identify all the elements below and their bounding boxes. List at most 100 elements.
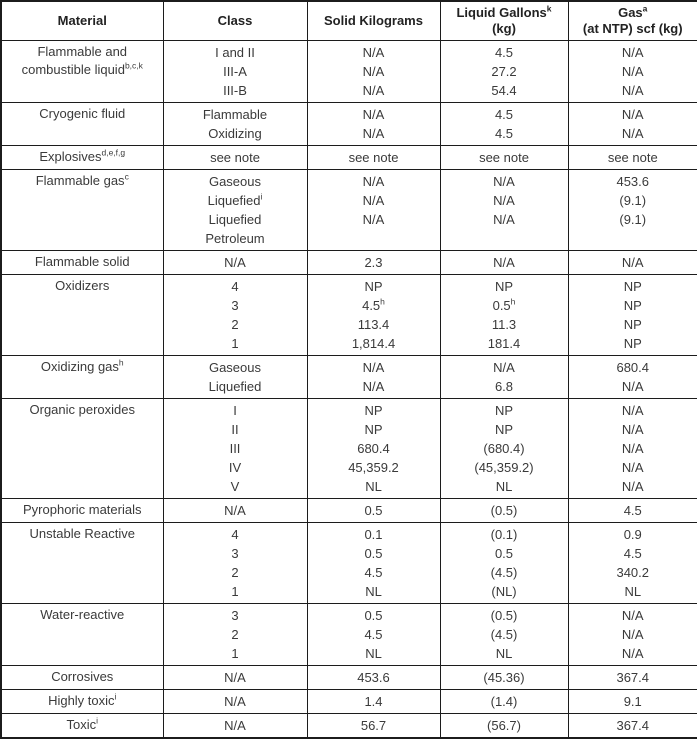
liquid-gal-cell-flammable-solid: N/A [439, 250, 569, 275]
cell-value: 113.4 [357, 317, 390, 332]
cell-value: 680.4 [357, 441, 390, 456]
cell-value: N/A [224, 255, 246, 270]
cell-value: N/A [621, 479, 644, 494]
cell-value: 340.2 [616, 565, 650, 580]
header-cell-solid-kilograms: Solid Kilograms [306, 0, 441, 41]
cell-value: 27.2 [491, 64, 517, 79]
cell-value: 0.5h [492, 296, 516, 313]
cell-value: N/A [493, 174, 515, 189]
cell-value: see note [348, 150, 399, 165]
class-cell-explosives: see note [162, 145, 308, 170]
liquid-gal-cell-oxidizers: NP 0.5h 11.3 181.4 [439, 274, 569, 356]
cell-value: (NL) [491, 584, 517, 599]
liquid-gal-cell-unstable-reactive: (0.1) 0.5 (4.5) (NL) [439, 522, 569, 604]
cell-value: N/A [621, 107, 644, 122]
cell-value: 4 [231, 279, 239, 294]
cell-value: N/A [621, 379, 644, 394]
gas-scf-cell-unstable-reactive: 0.9 4.5 340.2 NL [567, 522, 697, 604]
cell-value: 0.1 [364, 527, 383, 542]
class-cell-cryogenic-fluid: Flammable Oxidizing [162, 102, 308, 146]
cell-value: Oxidizing [208, 126, 262, 141]
liquid-gal-cell-water-reactive: (0.5) (4.5) NL [439, 603, 569, 666]
solid-kg-cell-oxidizing-gas: N/A N/A [306, 355, 441, 399]
liquid-gal-cell-highly-toxic: (1.4) [439, 689, 569, 714]
cell-value: (56.7) [487, 718, 521, 733]
cell-value: NP [623, 279, 642, 294]
material-cell-flammable-and-combustible-liquid: Flammable and combustible liquidb,c,k [0, 40, 164, 103]
cell-value: 4.5 [494, 126, 514, 141]
cell-value: 2 [231, 627, 239, 642]
cell-value: see note [210, 150, 260, 165]
cell-value: NP [364, 422, 383, 437]
cell-value: 54.4 [491, 83, 517, 98]
material-cell-cryogenic-fluid: Cryogenic fluid [0, 102, 164, 146]
cell-value: N/A [362, 193, 385, 208]
cell-value: N/A [621, 64, 644, 79]
table-row-flammable-solid: Flammable solid N/A 2.3 N/A N/A [0, 250, 697, 275]
table-row-toxic: Toxici N/A 56.7 (56.7) 367.4 [0, 713, 697, 739]
header-cell-material: Material [0, 0, 164, 41]
cell-value: 680.4 [616, 360, 650, 375]
cell-value: 4.5 [623, 546, 642, 561]
cell-value: Liquefied Petroleum [205, 212, 265, 246]
table-body: Flammable and combustible liquidb,c,k I a… [0, 40, 697, 739]
class-cell-flammable-gas: Gaseous Liquefiedi Liquefied Petroleum [162, 169, 308, 251]
material-cell-corrosives: Corrosives [0, 665, 164, 690]
gas-scf-cell-flammable-and-combustible-liquid: N/A N/A N/A [567, 40, 697, 103]
cell-value: 2.3 [364, 255, 383, 270]
cell-value: 453.6 [616, 174, 650, 189]
cell-value: Liquefied [208, 379, 262, 394]
material-cell-explosives: Explosivesd,e,f,g [0, 145, 164, 170]
cell-value: N/A [224, 718, 246, 733]
gas-scf-cell-pyrophoric-materials: 4.5 [567, 498, 697, 523]
solid-kg-cell-organic-peroxides: NP NP 680.4 45,359.2 NL [306, 398, 441, 499]
cell-value: 367.4 [616, 670, 650, 685]
gas-scf-cell-corrosives: 367.4 [567, 665, 697, 690]
table-header-row: Material Class Solid Kilograms Liquid Gallo… [0, 0, 697, 41]
solid-kg-cell-highly-toxic: 1.4 [306, 689, 441, 714]
gas-scf-cell-oxidizing-gas: 680.4 N/A [567, 355, 697, 399]
cell-value: Flammable [202, 107, 268, 122]
table-row-pyrophoric-materials: Pyrophoric materials N/A 0.5 (0.5) 4.5 [0, 498, 697, 523]
table-row-flammable-and-combustible-liquid: Flammable and combustible liquidb,c,k I a… [0, 40, 697, 103]
gas-scf-cell-explosives: see note [567, 145, 697, 170]
cell-value: N/A [224, 503, 246, 518]
cell-value: NP [494, 403, 514, 418]
cell-value: N/A [621, 646, 644, 661]
cell-value: Liquefiedi [207, 191, 263, 208]
table-row-oxidizers: Oxidizers 4 3 2 1 NP 4.5h 113.4 1,814.4 NP 0.5h 11.… [0, 274, 697, 356]
cell-value: 6.8 [494, 379, 514, 394]
cell-value: N/A [493, 212, 515, 227]
cell-value: (45.36) [483, 670, 525, 685]
cell-value: see note [479, 150, 529, 165]
liquid-gal-cell-pyrophoric-materials: (0.5) [439, 498, 569, 523]
cell-value: 56.7 [360, 718, 387, 733]
cell-value: NL [365, 584, 382, 599]
material-cell-pyrophoric-materials: Pyrophoric materials [0, 498, 164, 523]
cell-value: N/A [621, 422, 644, 437]
gas-scf-cell-flammable-solid: N/A [567, 250, 697, 275]
class-cell-highly-toxic: N/A [162, 689, 308, 714]
class-cell-oxidizing-gas: Gaseous Liquefied [162, 355, 308, 399]
cell-value: IV [228, 460, 242, 475]
table-row-unstable-reactive: Unstable Reactive 4 3 2 1 0.1 0.5 4.5 NL (0.1) 0.5… [0, 522, 697, 604]
table-row-flammable-gas: Flammable gasc Gaseous Liquefiedi Liquefied… [0, 169, 697, 251]
class-cell-oxidizers: 4 3 2 1 [162, 274, 308, 356]
liquid-gal-cell-cryogenic-fluid: 4.5 4.5 [439, 102, 569, 146]
liquid-gal-cell-organic-peroxides: NP NP (680.4) (45,359.2) NL [439, 398, 569, 499]
table-row-cryogenic-fluid: Cryogenic fluid Flammable Oxidizing N/A N/A 4… [0, 102, 697, 146]
cell-value: N/A [362, 126, 385, 141]
cell-value: 2 [231, 317, 239, 332]
cell-value: N/A [621, 83, 644, 98]
solid-kg-cell-flammable-solid: 2.3 [306, 250, 441, 275]
cell-value: 367.4 [616, 718, 650, 733]
cell-value: NP [623, 317, 642, 332]
liquid-gal-cell-oxidizing-gas: N/A 6.8 [439, 355, 569, 399]
cell-value: 3 [231, 546, 239, 561]
material-cell-oxidizers: Oxidizers [0, 274, 164, 356]
cell-value: N/A [362, 212, 385, 227]
cell-value: 11.3 [491, 317, 517, 332]
cell-value: N/A [621, 441, 644, 456]
cell-value: 4.5 [623, 503, 642, 518]
